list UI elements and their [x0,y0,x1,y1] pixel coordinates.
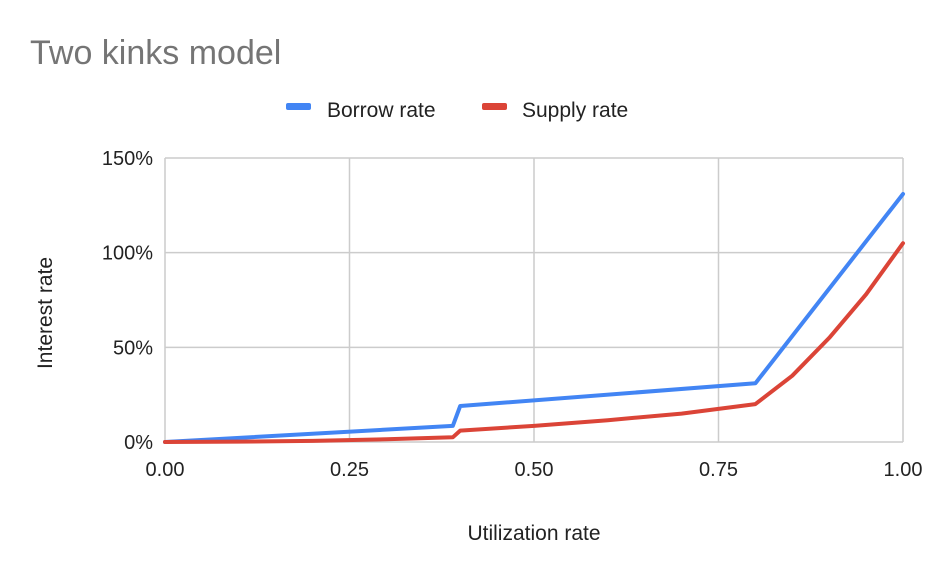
legend-item-borrow-rate: Borrow rate [286,99,436,122]
legend-swatch [482,103,507,110]
y-tick-label: 150% [102,148,153,170]
x-axis-title: Utilization rate [467,522,600,545]
chart-title: Two kinks model [30,34,281,72]
legend-label: Supply rate [522,99,628,122]
legend-swatch [286,103,311,110]
legend-item-supply-rate: Supply rate [482,99,628,122]
y-tick-label: 100% [102,243,153,265]
chart-legend: Borrow rate Supply rate [286,99,628,122]
x-tick-label: 0.00 [146,459,185,481]
series-line-supply-rate [163,241,905,444]
x-tick-label: 1.00 [884,459,923,481]
x-tick-label: 0.75 [699,459,738,481]
y-axis-title: Interest rate [34,257,57,369]
x-tick-label: 0.50 [515,459,554,481]
x-tick-label: 0.25 [330,459,369,481]
series-line-borrow-rate [163,192,905,444]
y-tick-label: 50% [113,337,153,359]
y-tick-label: 0% [124,432,153,454]
y-axis-ticks: 0% 50% 100% 150% [102,148,153,454]
x-axis-ticks: 0.00 0.25 0.50 0.75 1.00 [146,459,923,481]
series-lines [163,192,905,444]
legend-label: Borrow rate [327,99,436,122]
